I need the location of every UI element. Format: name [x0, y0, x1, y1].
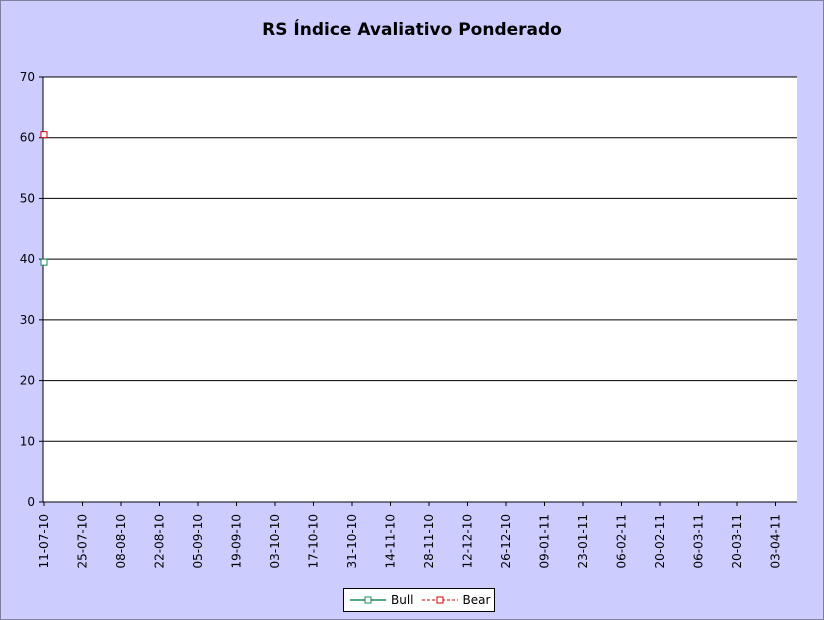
legend-label-bear: Bear	[462, 593, 491, 607]
legend-entry-bear: Bear	[420, 593, 491, 607]
x-tick-label: 12-12-10	[461, 514, 475, 568]
plot-background	[43, 77, 797, 502]
x-tick-label: 08-08-10	[114, 514, 128, 568]
legend-entry-bull: Bull	[348, 593, 414, 607]
data-point-bull	[40, 258, 48, 266]
x-tick-label: 06-03-11	[692, 514, 706, 568]
x-tick-label: 11-07-10	[37, 514, 51, 568]
x-tick-label: 22-08-10	[153, 514, 167, 568]
legend-swatch-bull	[350, 596, 386, 604]
x-tick-label: 09-01-11	[538, 514, 552, 568]
legend-label-bull: Bull	[391, 593, 414, 607]
y-tick-label: 20	[20, 374, 35, 388]
x-tick-label: 14-11-10	[384, 514, 398, 568]
data-point-bear	[40, 131, 48, 139]
x-tick-label: 25-07-10	[76, 514, 90, 568]
y-tick-label: 10	[20, 434, 35, 448]
y-tick-label: 40	[20, 252, 35, 266]
y-tick-label: 70	[20, 70, 35, 84]
x-tick-label: 31-10-10	[345, 514, 359, 568]
x-tick-label: 20-02-11	[653, 514, 667, 568]
y-tick-label: 50	[20, 191, 35, 205]
x-tick-label: 20-03-11	[730, 514, 744, 568]
x-tick-label: 17-10-10	[307, 514, 321, 568]
x-tick-label: 26-12-10	[499, 514, 513, 568]
x-tick-label: 03-10-10	[268, 514, 282, 568]
chart-title: RS Índice Avaliativo Ponderado	[262, 20, 562, 40]
x-tick-label: 05-09-10	[191, 514, 205, 568]
x-tick-label: 06-02-11	[615, 514, 629, 568]
y-tick-label: 60	[20, 131, 35, 145]
y-tick-label: 0	[27, 495, 35, 509]
x-tick-label: 03-04-11	[769, 514, 783, 568]
x-tick-label: 28-11-10	[422, 514, 436, 568]
legend-swatch-bear	[421, 596, 458, 604]
x-tick-label: 19-09-10	[230, 514, 244, 568]
legend: Bull Bear	[343, 588, 496, 612]
x-tick-label: 23-01-11	[576, 514, 590, 568]
y-tick-label: 30	[20, 313, 35, 327]
